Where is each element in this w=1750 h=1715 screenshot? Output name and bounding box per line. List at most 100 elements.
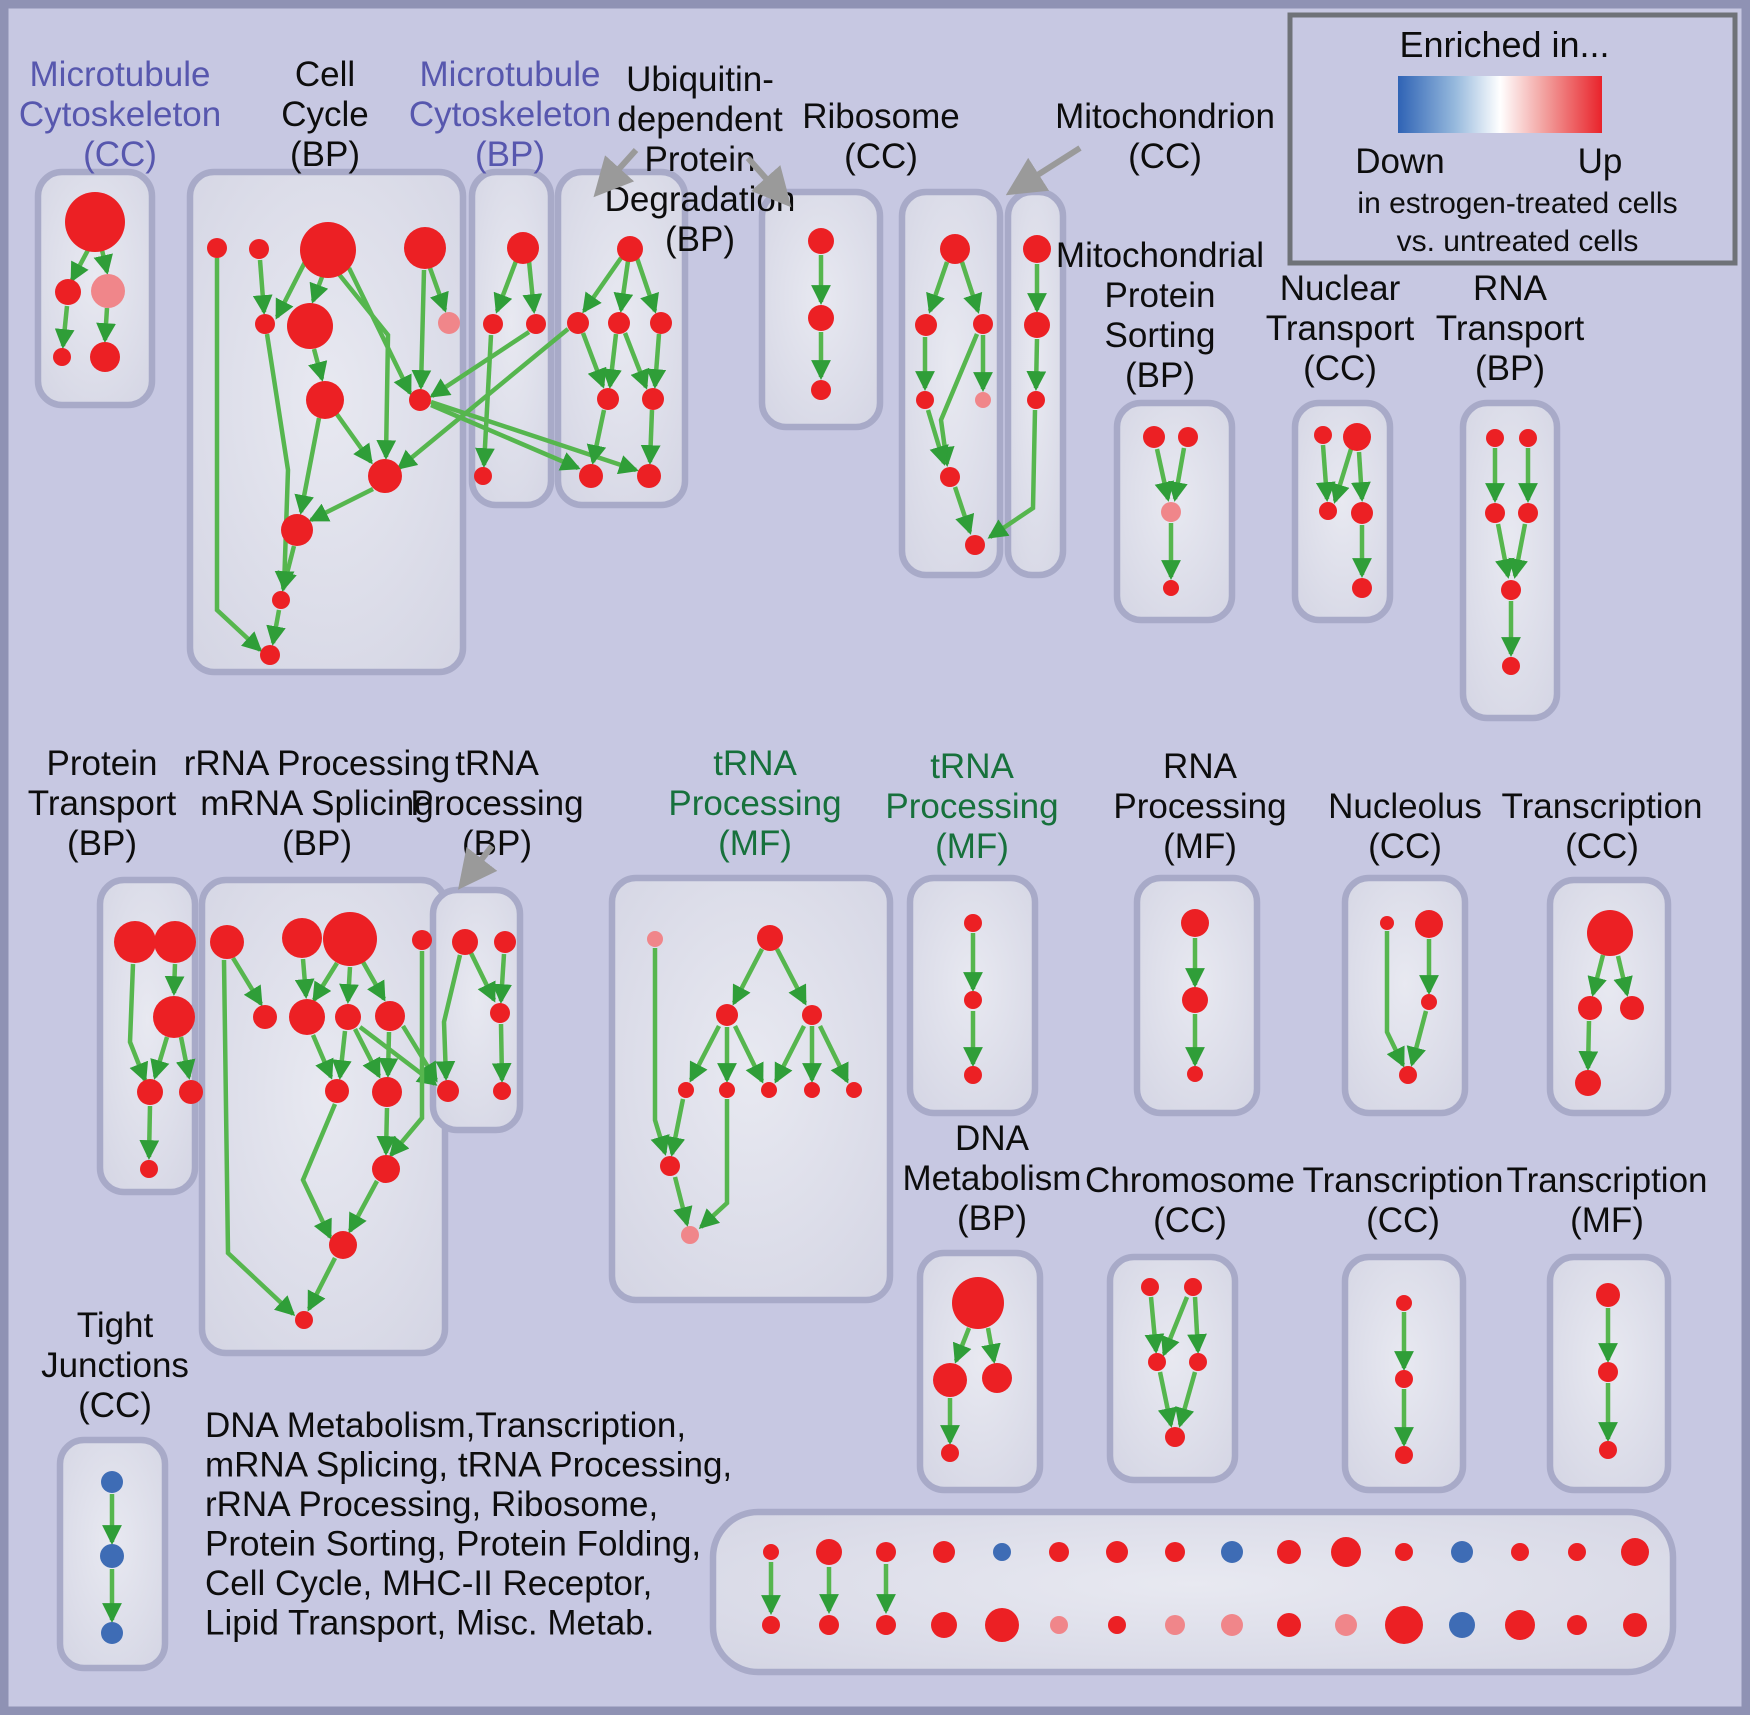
- node-misc-categories-up: [933, 1541, 955, 1563]
- cluster-label-nucleolus-cc: (CC): [1368, 827, 1442, 866]
- node-tight-junctions-cc-down: [101, 1622, 123, 1644]
- cluster-label-cell-cycle-bp: (BP): [290, 135, 360, 174]
- cluster-label-nuclear-transport-cc: Nuclear: [1280, 269, 1401, 308]
- edge-rrna-processing-mrna-splicing-bp: [348, 1179, 379, 1234]
- edge-trna-processing-mf-1: [817, 1025, 850, 1084]
- node-ubiquitin-dependent-protein-degradation-bp-up: [650, 312, 672, 334]
- edge-ubiquitin-dependent-protein-degradation-bp: [586, 409, 607, 465]
- node-misc-categories-up-light: [1050, 1616, 1068, 1634]
- node-rrna-processing-mrna-splicing-bp-up: [295, 1311, 313, 1329]
- node-misc-categories-up: [876, 1542, 896, 1562]
- edge-trna-processing-mf-1: [773, 1024, 807, 1084]
- node-mitochondrial-protein-sorting-bp-up: [1143, 426, 1165, 448]
- edge-trna-processing-mf-1: [650, 948, 670, 1156]
- cluster-label-microtubule-cytoskeleton-bp: Cytoskeleton: [409, 95, 611, 134]
- edge-rrna-processing-mrna-splicing-bp: [339, 966, 359, 1004]
- node-rrna-processing-mrna-splicing-bp-up: [372, 1155, 400, 1183]
- node-microtubule-cytoskeleton-bp-up: [483, 314, 503, 334]
- edge-cell-cycle-bp: [274, 260, 308, 320]
- edge-nucleolus-cc: [1384, 931, 1406, 1068]
- node-microtubule-cytoskeleton-cc-up: [55, 279, 81, 305]
- cluster-label-microtubule-cytoskeleton-cc: Cytoskeleton: [19, 95, 221, 134]
- node-trna-processing-bp-up: [493, 1082, 511, 1100]
- edge-cell-cycle-bp: [427, 267, 449, 313]
- edge-ribosome-cc: [952, 486, 975, 535]
- edge-microtubule-cytoskeleton-cc: [93, 249, 113, 275]
- node-misc-categories-up: [1568, 1543, 1586, 1561]
- cluster-label-rrna-processing-mrna-splicing-bp: mRNA Splicing: [200, 784, 433, 823]
- edge-cell-cycle-bp: [346, 267, 413, 396]
- node-microtubule-cytoskeleton-cc-up: [65, 192, 125, 252]
- cluster-label-misc-categories: Protein Sorting, Protein Folding,: [205, 1525, 701, 1564]
- node-rrna-processing-mrna-splicing-bp-up: [412, 930, 432, 950]
- node-rna-transport-bp-up: [1485, 503, 1505, 523]
- node-nuclear-transport-cc-up: [1319, 502, 1337, 520]
- cluster-label-chromosome-cc: (CC): [1153, 1201, 1227, 1240]
- node-misc-categories-up: [1623, 1613, 1647, 1637]
- cluster-label-mitochondrion-cc: (CC): [1128, 137, 1202, 176]
- cluster-box-nucleolus-cc: [1341, 874, 1469, 1117]
- cluster-label-chromosome-cc: Chromosome: [1085, 1161, 1295, 1200]
- node-misc-categories-up: [1385, 1606, 1423, 1644]
- edge-protein-transport-bp: [175, 1036, 196, 1080]
- node-trna-processing-mf-1-up: [804, 1082, 820, 1098]
- node-mitochondrial-protein-sorting-bp-up: [1163, 580, 1179, 596]
- edge-transcription-cc-1: [1587, 954, 1607, 997]
- node-nucleolus-cc-up: [1421, 994, 1437, 1010]
- node-microtubule-cytoskeleton-bp-up: [507, 232, 539, 264]
- node-chromosome-cc-up: [1189, 1353, 1207, 1371]
- edge-trna-processing-mf-1: [732, 947, 764, 1006]
- edge-cell-cycle-bp: [309, 276, 329, 304]
- node-rna-transport-bp-up: [1502, 657, 1520, 675]
- node-trna-processing-mf-1-up: [660, 1156, 680, 1176]
- cluster-label-nuclear-transport-cc: (CC): [1303, 349, 1377, 388]
- edge-chromosome-cc: [1144, 1296, 1165, 1354]
- cluster-box-misc-categories: [709, 1508, 1677, 1676]
- node-dna-metabolism-bp-up: [982, 1363, 1012, 1393]
- node-dna-metabolism-bp-up: [941, 1444, 959, 1462]
- cluster-label-rna-processing-mf: Processing: [1113, 787, 1286, 826]
- edge-cell-cycle-bp: [266, 609, 286, 646]
- cluster-label-ubiquitin-dependent-protein-degradation-bp: dependent: [617, 100, 783, 139]
- node-rrna-processing-mrna-splicing-bp-up: [289, 999, 325, 1035]
- cluster-label-rrna-processing-mrna-splicing-bp: rRNA Processing: [184, 744, 450, 783]
- edge-rrna-processing-mrna-splicing-bp: [376, 1107, 397, 1156]
- cluster-label-ubiquitin-dependent-protein-degradation-bp: Ubiquitin-: [626, 60, 774, 99]
- edge-ribosome-cc: [959, 261, 983, 314]
- node-misc-categories-up: [931, 1612, 957, 1638]
- node-misc-categories-up: [1331, 1537, 1361, 1567]
- node-misc-categories-down: [1221, 1541, 1243, 1563]
- edge-dna-metabolism-bp: [981, 1327, 1001, 1364]
- edge-chromosome-cc: [1161, 1296, 1190, 1357]
- node-misc-categories-up: [762, 1616, 780, 1634]
- edge-trna-processing-mf-1: [775, 947, 807, 1006]
- edge-trna-processing-mf-1: [689, 1024, 721, 1083]
- node-misc-categories-up: [1395, 1543, 1413, 1561]
- cluster-label-dna-metabolism-bp: Metabolism: [903, 1159, 1082, 1198]
- cluster-label-ribosome-cc: Ribosome: [802, 97, 960, 136]
- edge-rrna-processing-mrna-splicing-bp: [294, 958, 315, 999]
- edge-trna-processing-bp: [492, 953, 512, 1004]
- node-cell-cycle-bp-up: [368, 459, 402, 493]
- node-rna-transport-bp-up: [1486, 429, 1504, 447]
- edge-microtubule-cytoskeleton-bp: [522, 260, 543, 314]
- cluster-label-microtubule-cytoskeleton-cc: Microtubule: [30, 55, 211, 94]
- node-rrna-processing-mrna-splicing-bp-up: [329, 1231, 357, 1259]
- node-trna-processing-bp-up: [490, 1003, 510, 1023]
- edge-transcription-cc-1: [1578, 1020, 1599, 1071]
- edge-trna-processing-mf-1: [698, 1099, 730, 1230]
- edge-microtubule-cytoskeleton-cc: [54, 305, 75, 349]
- node-rrna-processing-mrna-splicing-bp-up: [323, 912, 377, 966]
- node-misc-categories-up: [1277, 1540, 1301, 1564]
- node-nuclear-transport-cc-up: [1352, 578, 1372, 598]
- cluster-label-tight-junctions-cc: Tight: [77, 1306, 154, 1345]
- cluster-label-trna-processing-mf-2: (MF): [935, 827, 1009, 866]
- node-misc-categories-up: [1108, 1616, 1126, 1634]
- node-dna-metabolism-bp-up: [952, 1277, 1004, 1329]
- node-chromosome-cc-up: [1148, 1353, 1166, 1371]
- edge-rrna-processing-mrna-splicing-bp: [306, 1256, 338, 1312]
- cluster-label-dna-metabolism-bp: DNA: [955, 1119, 1030, 1158]
- node-cell-cycle-bp-up: [260, 645, 280, 665]
- cluster-label-ribosome-cc: (CC): [844, 137, 918, 176]
